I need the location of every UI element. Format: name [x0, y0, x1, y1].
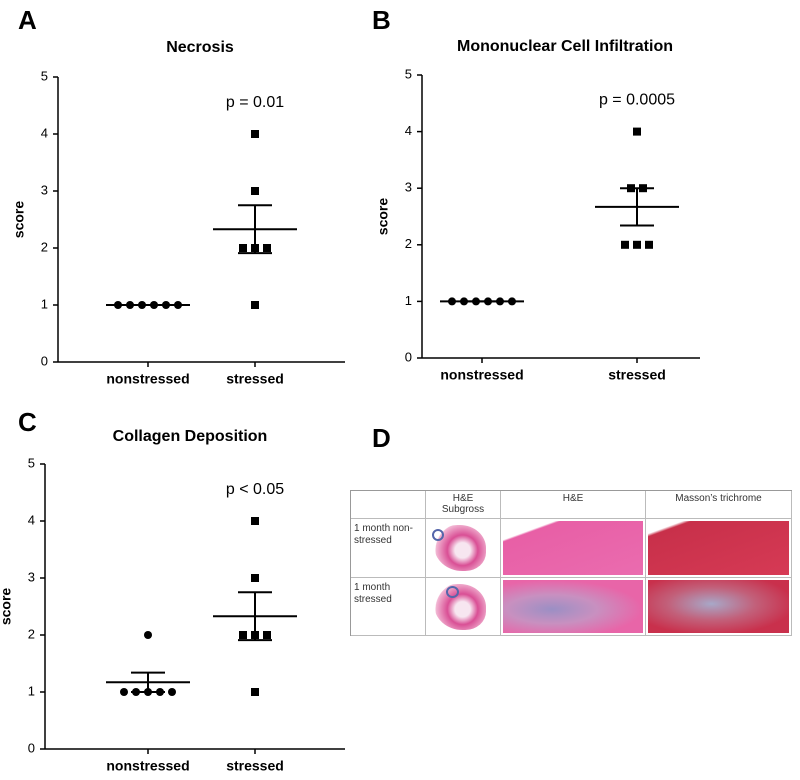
region-marker: [446, 586, 459, 598]
region-marker: [432, 529, 444, 541]
data-point: [633, 240, 641, 249]
x-tick-label: nonstressed: [106, 758, 189, 774]
y-tick-label: 2: [41, 239, 48, 254]
image-cell: [426, 519, 501, 578]
data-point: [251, 517, 259, 525]
trichrome-image: [648, 580, 789, 633]
sem-bar: [131, 671, 165, 693]
y-axis-label: score: [0, 588, 14, 626]
y-tick-label: 4: [41, 125, 48, 140]
data-point: [621, 240, 629, 249]
chart-title: Mononuclear Cell Infiltration: [457, 38, 673, 55]
corner-cell: [351, 491, 426, 519]
data-point: [251, 688, 259, 696]
sem-bar: [238, 204, 272, 255]
y-tick-label: 3: [41, 182, 48, 197]
y-tick-label: 0: [405, 349, 412, 364]
y-tick-label: 2: [405, 236, 412, 251]
image-cell: [501, 519, 646, 578]
trichrome-image: [648, 521, 789, 575]
y-tick-label: 1: [41, 296, 48, 311]
y-tick-label: 1: [28, 683, 35, 698]
y-tick-label: 0: [28, 740, 35, 755]
y-tick-label: 4: [28, 512, 35, 527]
data-point: [239, 631, 247, 639]
he-image: [503, 580, 643, 633]
column-header: Masson’s trichrome: [646, 491, 792, 519]
panel-label: A: [18, 5, 37, 35]
chart-title: Collagen Deposition: [113, 428, 268, 445]
subgross-image: [434, 584, 486, 630]
y-axis-label: score: [375, 198, 391, 236]
y-tick-label: 3: [405, 180, 412, 195]
histology-table: H&E Subgross H&E Masson’s trichrome 1 mo…: [350, 490, 792, 636]
he-image: [503, 521, 643, 575]
y-tick-label: 0: [41, 353, 48, 368]
column-header: H&E Subgross: [426, 491, 501, 519]
y-tick-label: 2: [28, 626, 35, 641]
x-tick-label: nonstressed: [440, 367, 523, 383]
sem-bar: [238, 591, 272, 642]
row-label: 1 month non-stressed: [351, 519, 426, 578]
y-tick-label: 5: [41, 68, 48, 83]
data-point: [263, 631, 271, 639]
image-cell: [646, 578, 792, 636]
image-cell: [501, 578, 646, 636]
panel-label: B: [372, 5, 391, 35]
data-point: [239, 244, 247, 252]
column-header: H&E: [501, 491, 646, 519]
data-point: [168, 688, 176, 696]
x-tick-label: nonstressed: [106, 371, 189, 387]
panel-label: C: [18, 407, 37, 437]
chart-title: Necrosis: [166, 39, 234, 56]
data-point: [645, 240, 653, 249]
y-tick-label: 4: [405, 123, 412, 138]
data-point: [251, 130, 259, 138]
data-point: [251, 574, 259, 582]
x-tick-label: stressed: [608, 367, 666, 383]
panel-label: D: [372, 423, 391, 453]
data-point: [251, 187, 259, 195]
image-cell: [646, 519, 792, 578]
row-label: 1 month stressed: [351, 578, 426, 636]
p-value: p = 0.0005: [599, 92, 675, 109]
data-point: [263, 244, 271, 252]
sem-bar: [620, 187, 654, 227]
y-tick-label: 5: [28, 455, 35, 470]
image-cell: [426, 578, 501, 636]
p-value: p < 0.05: [226, 481, 284, 498]
data-point: [251, 301, 259, 309]
y-tick-label: 1: [405, 293, 412, 308]
data-point: [120, 688, 128, 696]
data-point: [633, 127, 641, 136]
y-tick-label: 3: [28, 569, 35, 584]
x-tick-label: stressed: [226, 371, 284, 387]
y-axis-label: score: [11, 201, 27, 239]
y-tick-label: 5: [405, 66, 412, 81]
x-tick-label: stressed: [226, 758, 284, 774]
data-point: [144, 631, 152, 639]
p-value: p = 0.01: [226, 94, 284, 111]
